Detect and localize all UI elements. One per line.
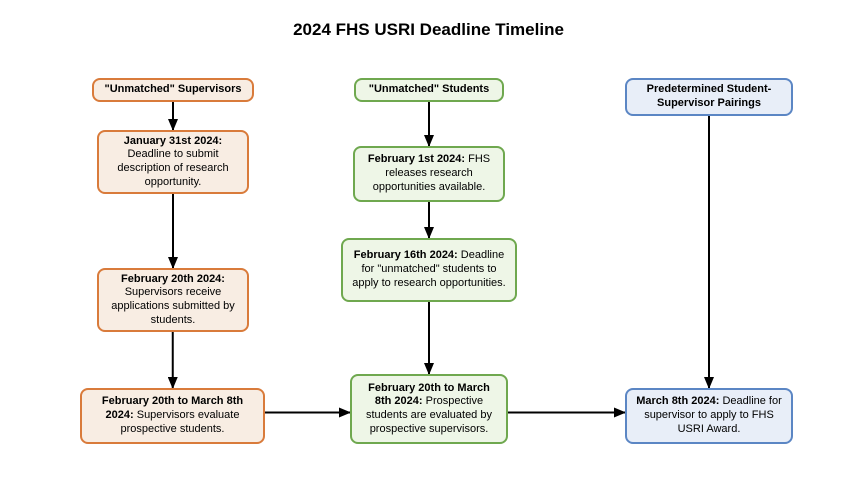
node-stu-head: "Unmatched" Students <box>354 78 504 102</box>
node-label-mar8: March 8th 2024: Deadline for supervisor … <box>635 395 783 436</box>
node-sup-eval: February 20th to March 8th 2024: Supervi… <box>80 388 265 444</box>
node-label-pre-head: Predetermined Student-Supervisor Pairing… <box>635 83 783 111</box>
node-pre-head: Predetermined Student-Supervisor Pairing… <box>625 78 793 116</box>
node-label-sup-head: "Unmatched" Supervisors <box>105 83 242 97</box>
flowchart-stage: 2024 FHS USRI Deadline Timeline "Unmatch… <box>0 0 857 502</box>
node-label-stu-feb16: February 16th 2024: Deadline for "unmatc… <box>351 249 507 290</box>
node-mar8: March 8th 2024: Deadline for supervisor … <box>625 388 793 444</box>
node-sup-feb20: February 20th 2024: Supervisors receive … <box>97 268 249 332</box>
node-label-sup-feb20: February 20th 2024: Supervisors receive … <box>107 273 239 328</box>
node-stu-feb1: February 1st 2024: FHS releases research… <box>353 146 505 202</box>
node-label-stu-eval: February 20th to March 8th 2024: Prospec… <box>360 382 498 437</box>
node-label-sup-jan31: January 31st 2024: Deadline to submit de… <box>107 135 239 190</box>
node-label-stu-head: "Unmatched" Students <box>369 83 489 97</box>
node-sup-jan31: January 31st 2024: Deadline to submit de… <box>97 130 249 194</box>
node-stu-eval: February 20th to March 8th 2024: Prospec… <box>350 374 508 444</box>
node-label-stu-feb1: February 1st 2024: FHS releases research… <box>363 153 495 194</box>
node-stu-feb16: February 16th 2024: Deadline for "unmatc… <box>341 238 517 302</box>
diagram-title: 2024 FHS USRI Deadline Timeline <box>0 20 857 40</box>
node-label-sup-eval: February 20th to March 8th 2024: Supervi… <box>90 395 255 436</box>
node-sup-head: "Unmatched" Supervisors <box>92 78 254 102</box>
